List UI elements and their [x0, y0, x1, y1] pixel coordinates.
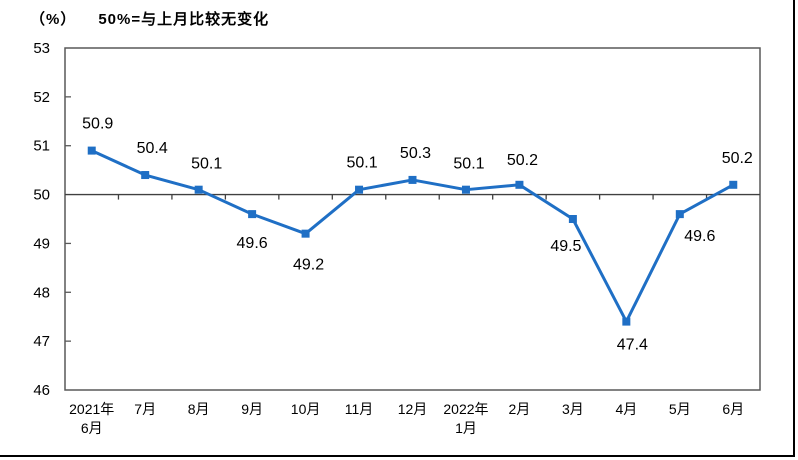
series-marker: [141, 171, 150, 180]
x-axis-label: 9月: [241, 401, 263, 417]
y-tick-label: 46: [33, 382, 50, 399]
data-label: 49.6: [684, 228, 715, 245]
data-label: 49.2: [293, 257, 324, 274]
data-label: 50.4: [137, 140, 168, 157]
series-marker: [461, 185, 470, 194]
series-marker: [729, 180, 738, 189]
y-tick-label: 53: [33, 40, 50, 57]
x-axis-label: 12月: [398, 401, 428, 417]
series-marker: [408, 175, 417, 184]
series-marker: [675, 210, 684, 219]
x-axis-label: 3月: [562, 401, 584, 417]
y-tick-label: 52: [33, 89, 50, 106]
data-label: 50.9: [82, 116, 113, 133]
data-label: 50.1: [346, 155, 377, 172]
x-axis-label: 7月: [134, 401, 156, 417]
y-tick-label: 48: [33, 284, 50, 301]
y-tick-label: 51: [33, 138, 50, 155]
series-marker: [568, 215, 577, 223]
data-label: 50.2: [507, 152, 538, 169]
x-axis-label: 2022年 1月: [443, 401, 488, 436]
x-axis-label: 6月: [722, 401, 744, 417]
data-label: 50.2: [722, 150, 753, 167]
series-marker: [515, 180, 524, 189]
data-label: 49.6: [237, 235, 268, 252]
data-label: 47.4: [617, 337, 648, 354]
data-label: 50.1: [191, 156, 222, 173]
y-tick-label: 49: [33, 235, 50, 252]
series-marker: [87, 146, 96, 155]
x-axis-label: 2月: [509, 401, 531, 417]
y-axis-unit-label: （%）: [30, 11, 77, 28]
x-axis-label: 2021年 6月: [69, 401, 114, 436]
data-label: 50.1: [453, 156, 484, 173]
series-marker: [194, 185, 203, 194]
y-tick-label: 50: [33, 187, 50, 204]
series-marker: [301, 229, 310, 238]
x-axis-label: 8月: [188, 401, 210, 417]
data-label: 50.3: [400, 145, 431, 162]
series-marker: [248, 210, 257, 219]
plot-border: [64, 47, 761, 391]
data-label: 49.5: [550, 238, 581, 255]
chart-subtitle: 50%=与上月比较无变化: [98, 11, 270, 28]
x-axis-label: 4月: [615, 401, 637, 417]
y-tick-label: 47: [33, 333, 50, 350]
x-axis-label: 11月: [345, 401, 374, 417]
chart-header: （%） 50%=与上月比较无变化: [30, 8, 269, 29]
x-axis-label: 5月: [669, 401, 691, 417]
x-axis-label: 10月: [291, 401, 321, 417]
series-marker: [622, 317, 631, 326]
series-marker: [355, 185, 364, 194]
